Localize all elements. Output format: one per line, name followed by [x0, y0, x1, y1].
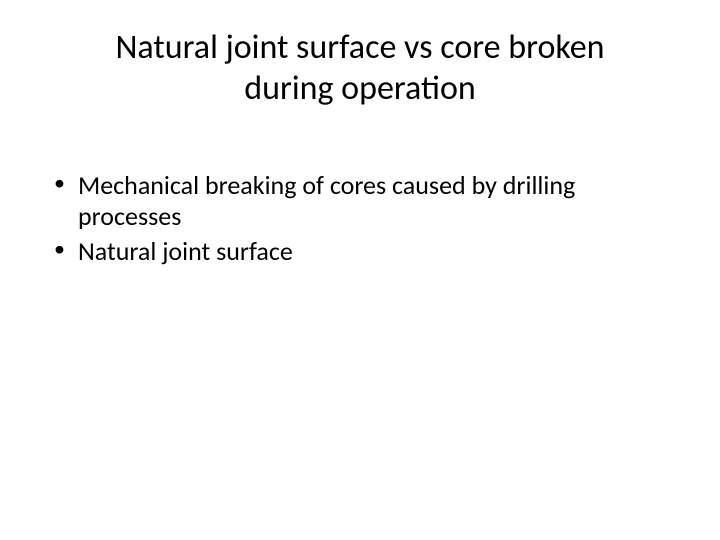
slide-container: Natural joint surface vs core broken dur… — [0, 0, 720, 540]
slide-title: Natural joint surface vs core broken dur… — [40, 28, 680, 110]
bullet-list: Mechanical breaking of cores caused by d… — [40, 170, 680, 268]
bullet-item: Natural joint surface — [50, 236, 680, 267]
bullet-item: Mechanical breaking of cores caused by d… — [50, 170, 680, 232]
